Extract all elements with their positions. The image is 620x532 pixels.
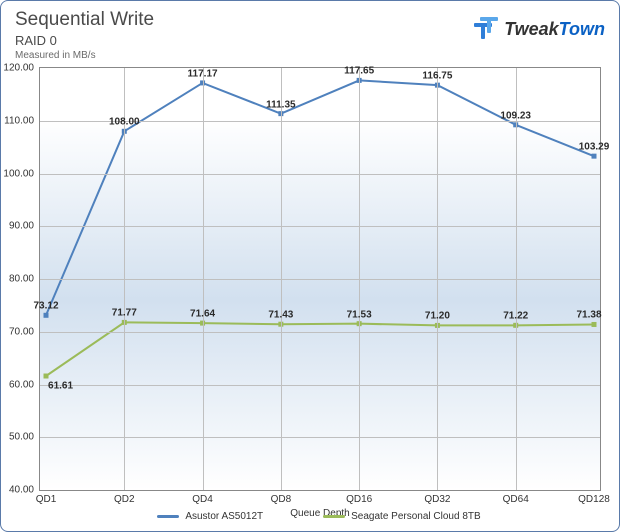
chart-plot-area: 40.0050.0060.0070.0080.0090.00100.00110.…	[39, 67, 601, 491]
chart-legend: Asustor AS5012T Seagate Personal Cloud 8T…	[39, 507, 599, 525]
legend-label: Asustor AS5012T	[185, 511, 263, 522]
data-marker	[592, 154, 597, 159]
y-tick-label: 80.00	[0, 274, 34, 285]
brand-text: TweakTown	[504, 19, 605, 40]
y-tick-label: 70.00	[0, 326, 34, 337]
x-tick-label: QD32	[424, 494, 450, 505]
legend-item: Seagate Personal Cloud 8TB	[323, 511, 481, 522]
x-tick-label: QD1	[36, 494, 57, 505]
y-tick-label: 40.00	[0, 485, 34, 496]
legend-swatch	[157, 515, 179, 518]
data-marker	[592, 322, 597, 327]
brand-logo: TweakTown	[472, 15, 605, 43]
series-line	[46, 322, 594, 376]
data-marker	[44, 374, 49, 379]
y-tick-label: 50.00	[0, 432, 34, 443]
legend-swatch	[323, 515, 345, 518]
y-tick-label: 100.00	[0, 168, 34, 179]
x-tick-label: QD4	[192, 494, 213, 505]
y-tick-label: 120.00	[0, 63, 34, 74]
tweaktown-icon	[472, 15, 500, 43]
chart-subtitle: RAID 0	[15, 33, 154, 48]
chart-unit: Measured in MB/s	[15, 50, 154, 61]
x-tick-label: QD16	[346, 494, 372, 505]
chart-title: Sequential Write	[15, 9, 154, 31]
chart-header: Sequential Write RAID 0 Measured in MB/s	[15, 9, 154, 61]
legend-label: Seagate Personal Cloud 8TB	[351, 511, 481, 522]
y-tick-label: 110.00	[0, 115, 34, 126]
y-tick-label: 90.00	[0, 221, 34, 232]
x-tick-label: QD128	[578, 494, 610, 505]
data-marker	[44, 313, 49, 318]
x-tick-label: QD2	[114, 494, 135, 505]
x-tick-label: QD8	[271, 494, 292, 505]
series-line	[46, 80, 594, 315]
legend-item: Asustor AS5012T	[157, 511, 263, 522]
x-tick-label: QD64	[503, 494, 529, 505]
y-tick-label: 60.00	[0, 379, 34, 390]
